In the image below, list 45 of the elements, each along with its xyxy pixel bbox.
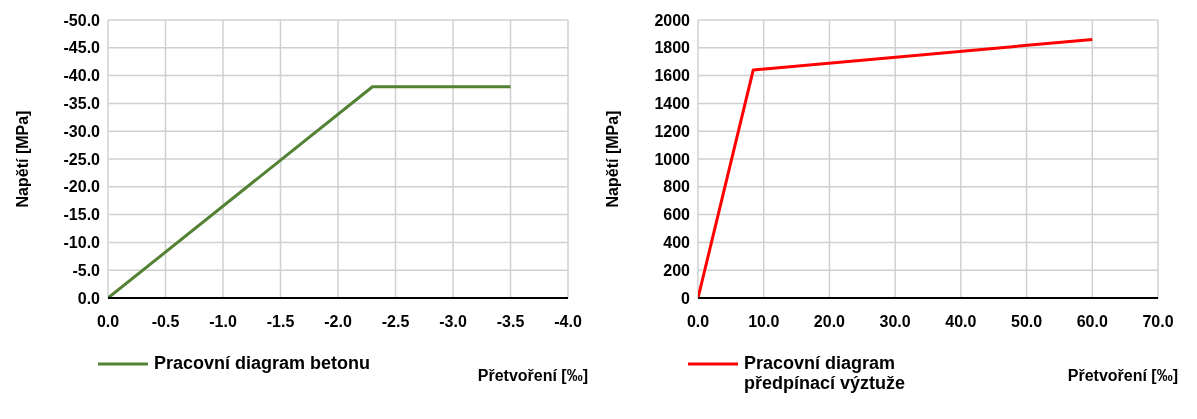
y-tick-label: -15.0	[63, 206, 101, 224]
y-tick-label: 400	[663, 234, 691, 252]
legend-label: Pracovní diagram betonu	[154, 353, 371, 373]
x-tick-label: -4.0	[554, 313, 582, 331]
x-tick-label: 0.0	[96, 313, 120, 331]
x-tick-label: -0.5	[151, 313, 180, 331]
y-tick-label: 600	[663, 206, 691, 224]
x-tick-label: -3.5	[496, 313, 525, 331]
x-tick-label: 50.0	[1011, 313, 1043, 331]
y-tick-label: 1000	[654, 150, 691, 168]
x-tick-label: 10.0	[748, 313, 780, 331]
y-tick-label: -10.0	[63, 234, 101, 252]
y-tick-label: 2000	[654, 11, 691, 29]
y-tick-label: 0.0	[77, 289, 101, 307]
y-tick-label: 1800	[654, 39, 691, 57]
y-tick-label: -40.0	[63, 67, 101, 85]
x-tick-label: 40.0	[945, 313, 977, 331]
x-tick-label: 70.0	[1142, 313, 1174, 331]
y-tick-label: 1200	[654, 122, 691, 140]
x-tick-label: -2.0	[324, 313, 352, 331]
y-tick-label: -30.0	[63, 122, 101, 140]
x-tick-label: -3.0	[439, 313, 467, 331]
y-tick-label: -35.0	[63, 95, 101, 113]
y-tick-label: 1600	[654, 67, 691, 85]
x-tick-label: 20.0	[813, 313, 846, 331]
x-tick-label: 30.0	[879, 313, 911, 331]
y-tick-label: -50.0	[63, 11, 101, 29]
y-tick-label: -25.0	[63, 150, 101, 168]
legend-label: Pracovní diagram předpínací výztuže	[744, 353, 907, 393]
y-tick-label: -5.0	[72, 261, 101, 279]
y-axis-title: Napětí [MPa]	[603, 110, 621, 208]
y-tick-label: 0	[681, 289, 691, 307]
x-tick-label: 0.0	[686, 313, 710, 331]
y-tick-label: -20.0	[63, 178, 101, 196]
x-tick-label: -1.0	[209, 313, 237, 331]
x-tick-label: -1.5	[266, 313, 295, 331]
x-tick-label: 60.0	[1076, 313, 1108, 331]
y-axis-title: Napětí [MPa]	[13, 110, 31, 208]
y-tick-label: 800	[663, 178, 691, 196]
x-axis-title: Přetvoření [‰]	[477, 367, 588, 385]
x-tick-label: -2.5	[381, 313, 410, 331]
y-tick-label: -45.0	[63, 39, 101, 57]
x-axis-title: Přetvoření [‰]	[1067, 367, 1178, 385]
y-tick-label: 1400	[654, 95, 691, 113]
y-tick-label: 200	[663, 261, 691, 279]
